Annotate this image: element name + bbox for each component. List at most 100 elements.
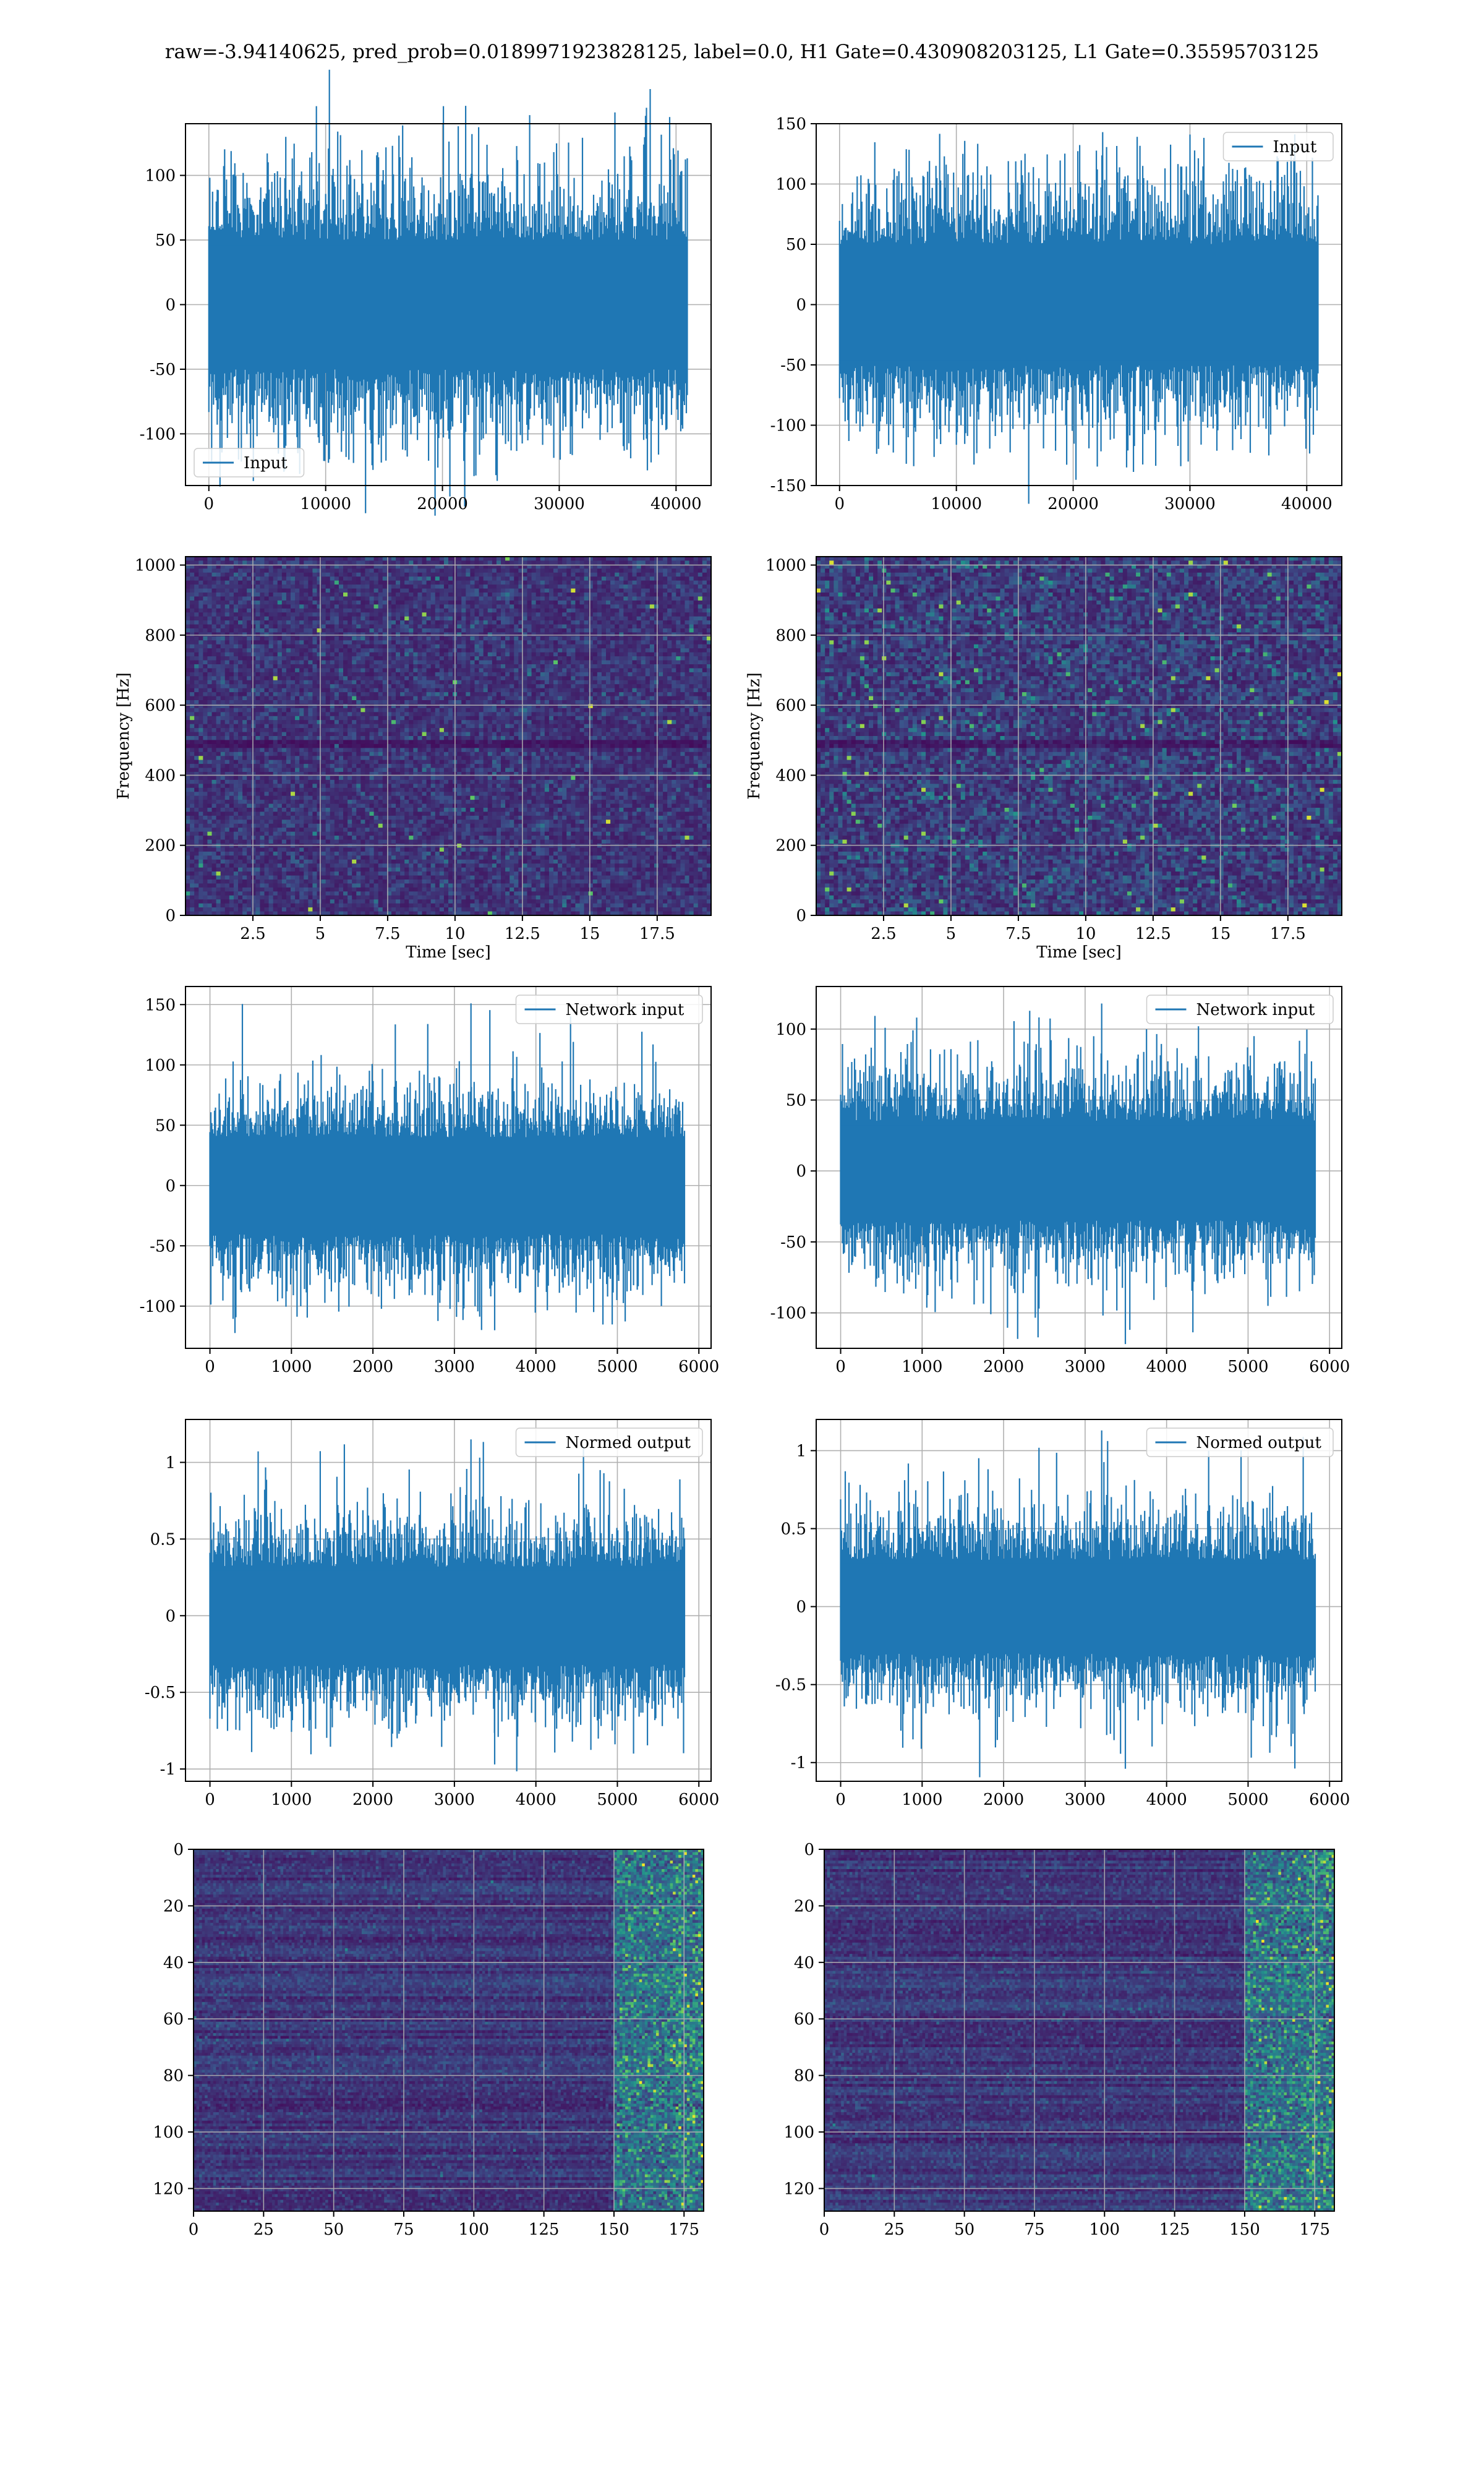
x-tick-label: 6000 bbox=[678, 1791, 719, 1809]
y-tick-label: 0 bbox=[804, 1841, 814, 1859]
legend-label: Network input bbox=[566, 1001, 684, 1019]
y-tick-label: -1 bbox=[791, 1754, 806, 1773]
y-tick-label: -100 bbox=[140, 1298, 176, 1316]
x-tick-label: 20000 bbox=[417, 495, 468, 513]
x-axis-label: Time [sec] bbox=[1036, 943, 1122, 962]
x-tick-label: 15 bbox=[1210, 925, 1230, 943]
x-tick-label: 25 bbox=[884, 2220, 905, 2239]
x-tick-label: 3000 bbox=[1065, 1358, 1106, 1376]
y-tick-label: 0 bbox=[796, 1598, 806, 1617]
x-tick-label: 0 bbox=[819, 2220, 830, 2239]
x-tick-label: 0 bbox=[204, 495, 215, 513]
chart-panel-r3c1: 0 1000 2000 3000 4000 5000 6000-100-5005010015… bbox=[140, 987, 720, 1376]
y-tick-label: 1000 bbox=[135, 557, 176, 575]
y-tick-label: 120 bbox=[153, 2180, 184, 2198]
y-tick-label: -0.5 bbox=[145, 1684, 176, 1702]
x-tick-label: 0 bbox=[205, 1791, 215, 1809]
y-tick-label: 800 bbox=[775, 627, 806, 645]
x-tick-label: 7.5 bbox=[1005, 925, 1031, 943]
y-tick-label: 100 bbox=[153, 2123, 184, 2142]
y-tick-label: 1 bbox=[796, 1442, 806, 1460]
x-tick-label: 30000 bbox=[534, 495, 585, 513]
y-tick-label: -0.5 bbox=[775, 1676, 806, 1695]
y-tick-label: 200 bbox=[775, 837, 806, 855]
x-tick-label: 12.5 bbox=[1135, 925, 1171, 943]
x-axis-label: Time [sec] bbox=[406, 943, 491, 962]
y-tick-label: 0 bbox=[165, 1177, 176, 1196]
x-tick-label: 0 bbox=[189, 2220, 199, 2239]
x-tick-label: 10 bbox=[445, 925, 465, 943]
legend: Network input bbox=[516, 995, 703, 1024]
y-tick-label: 400 bbox=[775, 766, 806, 785]
x-tick-label: 0 bbox=[835, 1358, 846, 1376]
y-axis-label: Frequency [Hz] bbox=[745, 672, 764, 800]
y-tick-label: 1 bbox=[165, 1453, 176, 1472]
y-tick-label: 60 bbox=[794, 2010, 814, 2029]
x-tick-label: 4000 bbox=[516, 1791, 556, 1809]
y-tick-label: 0 bbox=[796, 907, 806, 925]
x-tick-label: 20000 bbox=[1047, 495, 1099, 513]
legend-label: Input bbox=[244, 454, 288, 473]
y-tick-label: 50 bbox=[155, 1116, 176, 1135]
legend-label: Network input bbox=[1196, 1001, 1315, 1019]
x-tick-label: 4000 bbox=[516, 1358, 556, 1376]
chart-panel-r4c2: 0 1000 2000 3000 4000 5000 6000-1-0.500.51 Norm… bbox=[775, 1419, 1350, 1809]
legend: Network input bbox=[1147, 995, 1334, 1024]
x-tick-label: 1000 bbox=[271, 1791, 312, 1809]
y-tick-label: 0.5 bbox=[781, 1520, 806, 1539]
y-tick-label: 120 bbox=[783, 2180, 814, 2198]
x-tick-label: 12.5 bbox=[505, 925, 540, 943]
x-tick-label: 125 bbox=[529, 2220, 560, 2239]
y-tick-label: 20 bbox=[163, 1897, 184, 1915]
y-tick-label: 80 bbox=[163, 2067, 184, 2086]
y-tick-label: 0 bbox=[796, 1162, 806, 1181]
legend-label: Normed output bbox=[1196, 1434, 1322, 1452]
y-tick-label: 100 bbox=[783, 2123, 814, 2142]
x-tick-label: 175 bbox=[668, 2220, 699, 2239]
x-tick-label: 1000 bbox=[271, 1358, 312, 1376]
x-tick-label: 175 bbox=[1299, 2220, 1330, 2239]
y-tick-label: 0 bbox=[165, 907, 176, 925]
x-tick-label: 3000 bbox=[434, 1791, 475, 1809]
legend: Input bbox=[1224, 132, 1334, 161]
y-tick-label: 40 bbox=[163, 1954, 184, 1972]
y-tick-label: -100 bbox=[770, 1304, 806, 1323]
legend: Normed output bbox=[516, 1428, 703, 1457]
y-tick-label: 20 bbox=[794, 1897, 814, 1915]
x-tick-label: 150 bbox=[599, 2220, 629, 2239]
x-tick-label: 40000 bbox=[1281, 495, 1333, 513]
chart-panel-r2c2: 2.5 5 7.5 10 12.5 15 17.502004006008001000Time… bbox=[745, 557, 1342, 962]
x-tick-label: 1000 bbox=[902, 1358, 942, 1376]
x-tick-label: 10000 bbox=[931, 495, 982, 513]
y-tick-label: 40 bbox=[794, 1954, 814, 1972]
y-tick-label: 100 bbox=[145, 1056, 176, 1075]
legend-label: Normed output bbox=[566, 1434, 691, 1452]
x-tick-label: 10 bbox=[1075, 925, 1096, 943]
y-tick-label: 0 bbox=[165, 296, 176, 315]
x-tick-label: 40000 bbox=[650, 495, 702, 513]
x-tick-label: 5000 bbox=[1227, 1358, 1268, 1376]
heatmap-cells bbox=[824, 1849, 1335, 2212]
y-tick-label: 100 bbox=[775, 176, 806, 194]
y-tick-label: 150 bbox=[145, 996, 176, 1014]
y-axis-label: Frequency [Hz] bbox=[114, 672, 133, 800]
x-tick-label: 0 bbox=[205, 1358, 215, 1376]
y-tick-label: -50 bbox=[780, 356, 806, 375]
x-tick-label: 75 bbox=[1024, 2220, 1044, 2239]
y-tick-label: 0.5 bbox=[150, 1530, 176, 1549]
x-tick-label: 4000 bbox=[1146, 1791, 1187, 1809]
y-tick-label: -100 bbox=[770, 417, 806, 435]
x-tick-label: 6000 bbox=[1309, 1791, 1350, 1809]
y-tick-label: 60 bbox=[163, 2010, 184, 2029]
x-tick-label: 5 bbox=[946, 925, 957, 943]
series-band bbox=[841, 1564, 1316, 1650]
y-tick-label: -150 bbox=[770, 477, 806, 495]
x-tick-label: 100 bbox=[458, 2220, 489, 2239]
x-tick-label: 5000 bbox=[597, 1358, 638, 1376]
x-tick-label: 1000 bbox=[902, 1791, 942, 1809]
y-tick-label: 1000 bbox=[765, 557, 806, 575]
y-tick-label: 600 bbox=[775, 696, 806, 715]
